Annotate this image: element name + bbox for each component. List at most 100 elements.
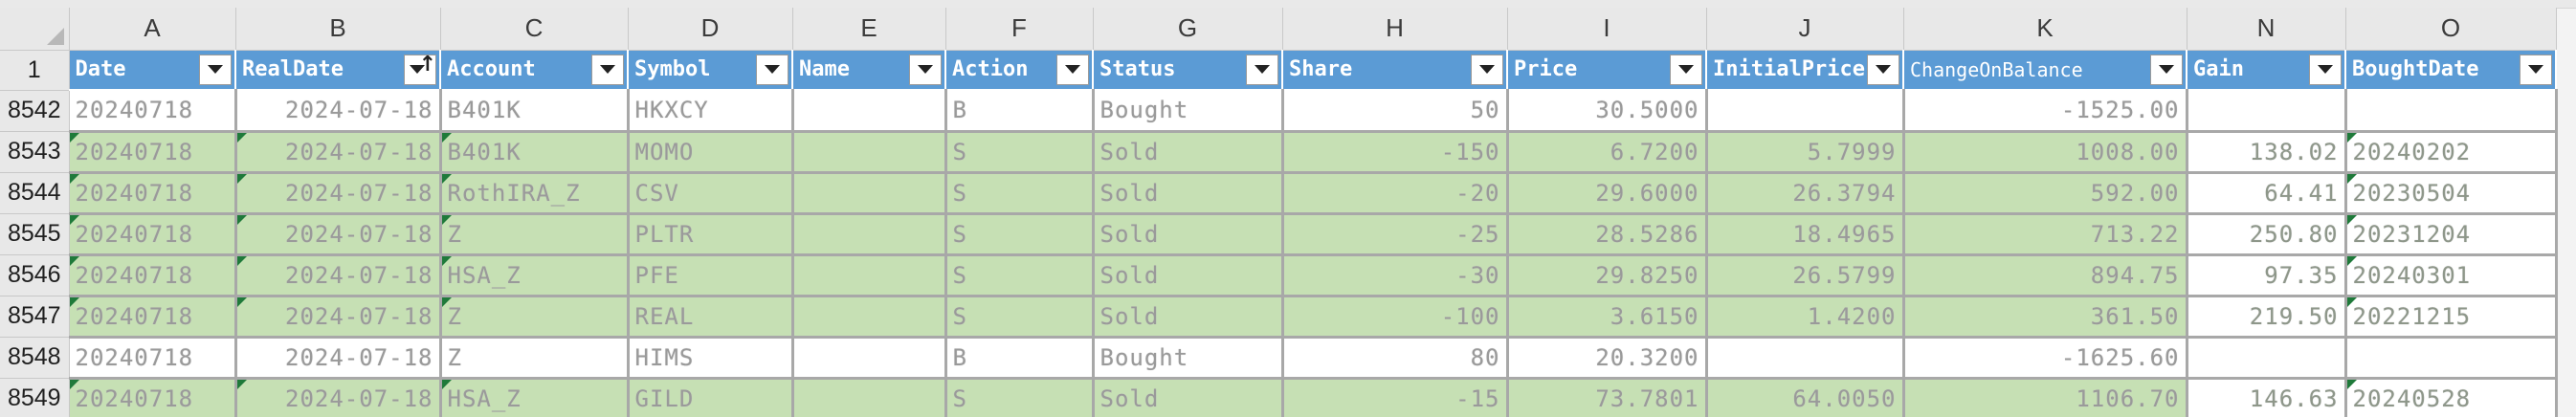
column-letter-j[interactable]: J [1706, 8, 1904, 51]
column-letter-b[interactable]: B [235, 8, 441, 51]
column-letter-e[interactable]: E [792, 8, 946, 51]
cell-realdate[interactable]: 2024-07-18 [235, 172, 442, 215]
cell-account[interactable]: HSA_Z [440, 378, 630, 417]
cell-share[interactable]: 80 [1282, 337, 1509, 380]
cell-price[interactable]: 29.8250 [1507, 254, 1708, 297]
cell-share[interactable]: -150 [1282, 131, 1509, 174]
cell-name[interactable] [792, 172, 947, 215]
cell-action[interactable]: S [945, 254, 1095, 297]
header-cell-initialprice[interactable]: InitialPrice [1706, 50, 1904, 91]
filter-dropdown-button[interactable] [1246, 54, 1278, 85]
cell-date[interactable]: 20240718 [69, 337, 237, 380]
cell-gain[interactable]: 138.02 [2187, 131, 2347, 174]
cell-price[interactable]: 20.3200 [1507, 337, 1708, 380]
cell-boughtdate[interactable] [2345, 90, 2558, 133]
cell-share[interactable]: -100 [1282, 296, 1509, 339]
header-cell-changeonbalance[interactable]: ChangeOnBalance [1903, 50, 2187, 91]
cell-account[interactable]: HSA_Z [440, 254, 630, 297]
cell-gain[interactable]: 250.80 [2187, 213, 2347, 256]
row-number[interactable]: 8549 [0, 378, 70, 417]
header-cell-symbol[interactable]: Symbol [628, 50, 793, 91]
cell-symbol[interactable]: MOMO [628, 131, 794, 174]
row-number[interactable]: 8547 [0, 296, 70, 338]
cell-initialprice[interactable]: 26.3794 [1706, 172, 1905, 215]
filter-dropdown-button[interactable] [199, 54, 232, 85]
row-number[interactable]: 8542 [0, 90, 70, 132]
column-letter-k[interactable]: K [1903, 8, 2187, 51]
cell-gain[interactable] [2187, 337, 2347, 380]
cell-action[interactable]: B [945, 337, 1095, 380]
cell-status[interactable]: Sold [1093, 378, 1284, 417]
cell-symbol[interactable]: HIMS [628, 337, 794, 380]
select-all-corner[interactable] [0, 8, 70, 51]
cell-status[interactable]: Sold [1093, 296, 1284, 339]
cell-boughtdate[interactable]: 20240528 [2345, 378, 2558, 417]
header-cell-realdate[interactable]: RealDate ↑ [235, 50, 441, 91]
cell-initialprice[interactable] [1706, 90, 1905, 133]
column-letter-i[interactable]: I [1507, 8, 1707, 51]
filter-dropdown-button[interactable] [756, 54, 788, 85]
cell-changeonbalance[interactable]: 713.22 [1903, 213, 2188, 256]
cell-date[interactable]: 20240718 [69, 131, 237, 174]
cell-share[interactable]: -20 [1282, 172, 1509, 215]
cell-realdate[interactable]: 2024-07-18 [235, 337, 442, 380]
cell-gain[interactable] [2187, 90, 2347, 133]
cell-date[interactable]: 20240718 [69, 172, 237, 215]
cell-price[interactable]: 29.6000 [1507, 172, 1708, 215]
cell-status[interactable]: Sold [1093, 213, 1284, 256]
filter-dropdown-button[interactable] [404, 54, 436, 85]
cell-account[interactable]: Z [440, 337, 630, 380]
header-cell-status[interactable]: Status [1093, 50, 1283, 91]
filter-dropdown-button[interactable] [1056, 54, 1089, 85]
cell-date[interactable]: 20240718 [69, 296, 237, 339]
cell-symbol[interactable]: PFE [628, 254, 794, 297]
header-cell-boughtdate[interactable]: BoughtDate [2345, 50, 2557, 91]
cell-boughtdate[interactable]: 20240301 [2345, 254, 2558, 297]
cell-status[interactable]: Sold [1093, 131, 1284, 174]
cell-status[interactable]: Sold [1093, 254, 1284, 297]
cell-initialprice[interactable]: 1.4200 [1706, 296, 1905, 339]
cell-account[interactable]: Z [440, 213, 630, 256]
cell-initialprice[interactable]: 18.4965 [1706, 213, 1905, 256]
cell-account[interactable]: Z [440, 296, 630, 339]
cell-boughtdate[interactable]: 20240202 [2345, 131, 2558, 174]
cell-action[interactable]: S [945, 172, 1095, 215]
row-number[interactable]: 8543 [0, 131, 70, 173]
cell-share[interactable]: 50 [1282, 90, 1509, 133]
cell-name[interactable] [792, 378, 947, 417]
cell-account[interactable]: B401K [440, 90, 630, 133]
filter-dropdown-button[interactable] [2150, 54, 2183, 85]
cell-boughtdate[interactable]: 20231204 [2345, 213, 2558, 256]
column-letter-f[interactable]: F [945, 8, 1094, 51]
filter-dropdown-button[interactable] [2520, 54, 2552, 85]
cell-date[interactable]: 20240718 [69, 378, 237, 417]
cell-boughtdate[interactable]: 20221215 [2345, 296, 2558, 339]
cell-changeonbalance[interactable]: 1008.00 [1903, 131, 2188, 174]
cell-action[interactable]: S [945, 131, 1095, 174]
cell-date[interactable]: 20240718 [69, 254, 237, 297]
cell-changeonbalance[interactable]: 894.75 [1903, 254, 2188, 297]
cell-action[interactable]: S [945, 296, 1095, 339]
cell-date[interactable]: 20240718 [69, 213, 237, 256]
cell-gain[interactable]: 146.63 [2187, 378, 2347, 417]
cell-realdate[interactable]: 2024-07-18 [235, 213, 442, 256]
cell-name[interactable] [792, 131, 947, 174]
filter-dropdown-button[interactable] [1867, 54, 1899, 85]
cell-gain[interactable]: 64.41 [2187, 172, 2347, 215]
cell-action[interactable]: S [945, 213, 1095, 256]
cell-initialprice[interactable]: 5.7999 [1706, 131, 1905, 174]
header-cell-action[interactable]: Action [945, 50, 1094, 91]
cell-changeonbalance[interactable]: -1525.00 [1903, 90, 2188, 133]
cell-realdate[interactable]: 2024-07-18 [235, 131, 442, 174]
cell-name[interactable] [792, 296, 947, 339]
cell-price[interactable]: 73.7801 [1507, 378, 1708, 417]
cell-share[interactable]: -15 [1282, 378, 1509, 417]
row-number[interactable]: 8546 [0, 254, 70, 296]
cell-account[interactable]: B401K [440, 131, 630, 174]
filter-dropdown-button[interactable] [2309, 54, 2342, 85]
cell-realdate[interactable]: 2024-07-18 [235, 378, 442, 417]
cell-realdate[interactable]: 2024-07-18 [235, 296, 442, 339]
cell-symbol[interactable]: CSV [628, 172, 794, 215]
cell-realdate[interactable]: 2024-07-18 [235, 254, 442, 297]
cell-price[interactable]: 28.5286 [1507, 213, 1708, 256]
